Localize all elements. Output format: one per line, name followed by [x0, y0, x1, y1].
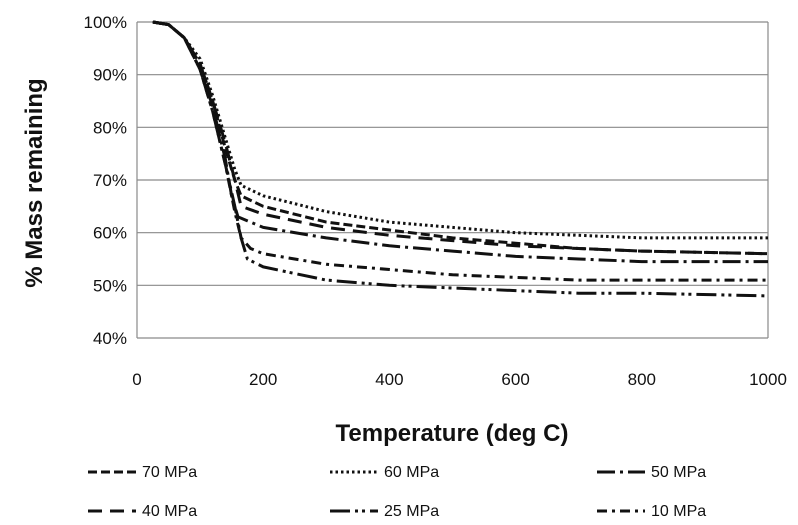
legend-label: 60 MPa [384, 464, 439, 481]
legend-label: 25 MPa [384, 503, 439, 520]
y-tick-label: 60% [93, 224, 127, 243]
legend: 70 MPa 60 MPa 50 MPa 40 MPa 25 MPa 10 MPa [88, 464, 706, 520]
series-line [152, 20, 769, 298]
x-tick-label: 1000 [749, 370, 787, 389]
legend-label: 50 MPa [651, 464, 706, 481]
y-tick-label: 50% [93, 276, 127, 295]
y-tick-labels: 40% 50% 60% 70% 80% 90% 100% [84, 13, 127, 348]
y-tick-label: 100% [84, 13, 127, 32]
x-tick-label: 600 [501, 370, 529, 389]
x-tick-label: 400 [375, 370, 403, 389]
series-line [152, 20, 768, 282]
x-tick-label: 0 [132, 370, 141, 389]
gridlines [137, 21, 768, 339]
legend-label: 40 MPa [142, 503, 197, 520]
y-tick-label: 80% [93, 118, 127, 137]
y-axis-title: % Mass remaining [21, 78, 48, 287]
x-axis-title: Temperature (deg C) [336, 420, 569, 447]
series-lines [152, 20, 769, 298]
plot-frame [136, 22, 769, 338]
x-tick-label: 200 [249, 370, 277, 389]
y-tick-label: 40% [93, 329, 127, 348]
x-tick-label: 800 [628, 370, 656, 389]
legend-label: 70 MPa [142, 464, 197, 481]
x-tick-labels: 0 200 400 600 800 1000 [132, 370, 787, 389]
y-tick-label: 70% [93, 171, 127, 190]
y-tick-label: 90% [93, 66, 127, 85]
legend-label: 10 MPa [651, 503, 706, 520]
